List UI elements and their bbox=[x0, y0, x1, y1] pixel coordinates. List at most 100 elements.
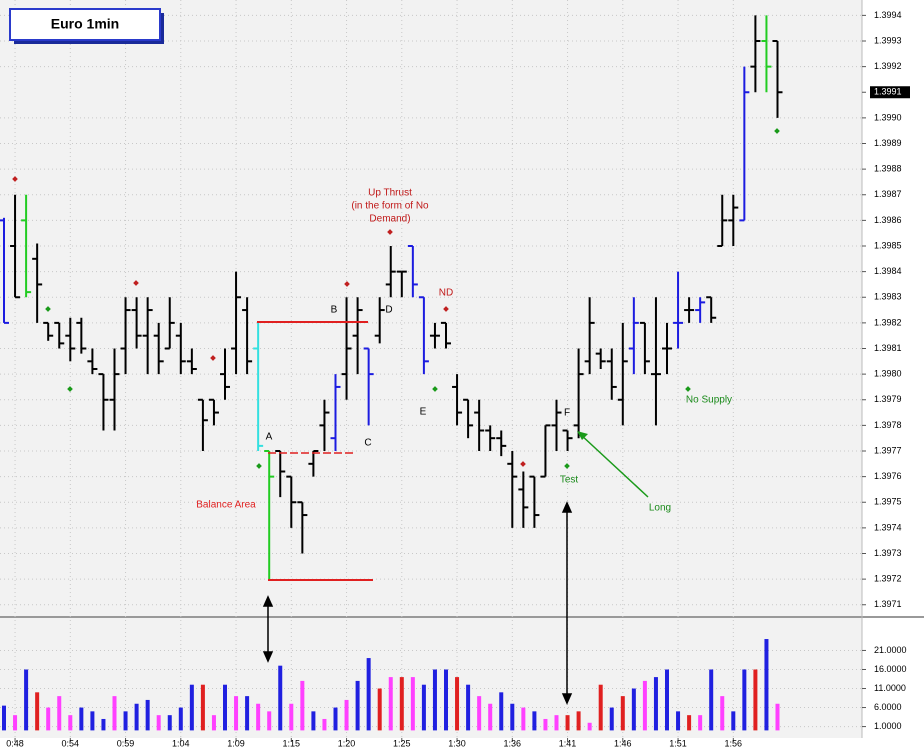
x-tick-label: 1:04 bbox=[172, 738, 190, 748]
price-bar bbox=[341, 297, 352, 400]
price-bar bbox=[518, 471, 529, 528]
price-bar bbox=[65, 317, 76, 362]
price-bar bbox=[175, 322, 186, 375]
dot bbox=[432, 386, 438, 392]
volume-bar bbox=[499, 692, 504, 731]
volume-bar bbox=[333, 707, 338, 731]
y-tick-label: 1.3992 bbox=[874, 61, 902, 71]
volume-bar bbox=[709, 669, 714, 731]
price-bar bbox=[485, 425, 496, 451]
dot bbox=[67, 386, 73, 392]
arrows bbox=[262, 501, 573, 705]
y-tick-label: 1.3994 bbox=[874, 10, 902, 20]
volume-bar bbox=[676, 711, 681, 731]
y-tick-label: 11.0000 bbox=[874, 683, 906, 693]
price-bar bbox=[717, 194, 728, 247]
x-tick-label: 1:09 bbox=[227, 738, 245, 748]
dot bbox=[564, 463, 570, 469]
volume-bar bbox=[598, 684, 603, 731]
y-tick-label: 1.3985 bbox=[874, 240, 902, 250]
volume-bar bbox=[289, 703, 294, 731]
volume-bar bbox=[731, 711, 736, 731]
annotation: No Supply bbox=[686, 395, 732, 406]
price-bar bbox=[540, 424, 551, 478]
price-bar bbox=[87, 348, 98, 375]
price-bar bbox=[562, 429, 573, 451]
volume-bar bbox=[631, 688, 636, 731]
volume-bar bbox=[13, 715, 18, 731]
x-tick-label: 1:25 bbox=[393, 738, 411, 748]
arrow-head bbox=[262, 595, 274, 663]
x-tick-label: 1:30 bbox=[448, 738, 466, 748]
volume-bar bbox=[322, 718, 327, 731]
price-bar bbox=[573, 348, 584, 439]
dot bbox=[520, 461, 526, 467]
volume-bar bbox=[764, 639, 769, 731]
y-tick-label: 1.3973 bbox=[874, 548, 902, 558]
arrow-head bbox=[577, 431, 588, 440]
annotation: ND bbox=[439, 288, 453, 299]
y-tick-label: 1.3986 bbox=[874, 215, 902, 225]
y-tick-label: 1.3982 bbox=[874, 317, 902, 327]
dot bbox=[387, 229, 393, 235]
price-bar bbox=[728, 194, 739, 246]
price-bar bbox=[441, 321, 451, 349]
volume-bar bbox=[477, 696, 482, 731]
price-bar bbox=[772, 40, 783, 118]
volume-bar bbox=[576, 711, 581, 731]
volume-bar bbox=[532, 711, 537, 731]
y-tick-label: 1.3978 bbox=[874, 420, 902, 430]
dot bbox=[256, 463, 262, 469]
volume-bar bbox=[355, 680, 360, 731]
volume-bar bbox=[543, 718, 548, 731]
x-tick-label: 1:41 bbox=[559, 738, 577, 748]
price-bar bbox=[650, 297, 661, 426]
y-tick-label: 1.3974 bbox=[874, 522, 902, 532]
price-bar bbox=[474, 399, 485, 451]
price-bar bbox=[407, 245, 418, 298]
chart-title: Euro 1min bbox=[51, 16, 119, 32]
price-bar bbox=[595, 348, 606, 369]
price-bar bbox=[374, 297, 385, 344]
volume-bar bbox=[565, 715, 570, 731]
price-bar bbox=[761, 15, 772, 93]
volume-bar bbox=[156, 715, 161, 731]
volume-bar bbox=[410, 677, 415, 731]
y-tick-label: 1.3980 bbox=[874, 369, 902, 379]
y-tick-label: 1.3971 bbox=[874, 599, 902, 609]
volume-bar bbox=[145, 699, 150, 731]
volume-bar bbox=[388, 677, 393, 731]
price-bar bbox=[0, 217, 9, 324]
y-tick-label: 1.3976 bbox=[874, 471, 902, 481]
volume-bar bbox=[554, 715, 559, 731]
price-bar bbox=[496, 430, 507, 457]
volume-bar bbox=[377, 688, 382, 731]
dot bbox=[344, 281, 350, 287]
x-tick-label: 1:36 bbox=[504, 738, 522, 748]
y-tick-label: 1.0000 bbox=[874, 721, 902, 731]
price-bar bbox=[529, 475, 540, 528]
volume-bar bbox=[642, 680, 647, 731]
plot-area bbox=[0, 0, 862, 738]
dot bbox=[774, 128, 780, 134]
price-bar bbox=[706, 296, 717, 323]
price-bar bbox=[739, 66, 750, 222]
price-bar bbox=[253, 322, 264, 451]
volume-bar bbox=[698, 715, 703, 731]
price-bar bbox=[197, 398, 208, 451]
volume-bar bbox=[46, 707, 51, 731]
price-bar bbox=[639, 321, 650, 375]
y-tick-label: 1.3984 bbox=[874, 266, 902, 276]
price-bar bbox=[153, 322, 164, 375]
annotation: C bbox=[364, 438, 371, 449]
x-tick-label: 1:56 bbox=[725, 738, 743, 748]
volume-bar bbox=[521, 707, 526, 731]
volume-bar bbox=[620, 696, 625, 731]
price-bar bbox=[352, 297, 363, 375]
volume-bar bbox=[245, 696, 250, 731]
x-tick-label: 0:54 bbox=[62, 738, 80, 748]
annotation: (in the form of No bbox=[351, 201, 429, 212]
y-tick-label: 1.3987 bbox=[874, 189, 902, 199]
volume-bar bbox=[178, 707, 183, 731]
